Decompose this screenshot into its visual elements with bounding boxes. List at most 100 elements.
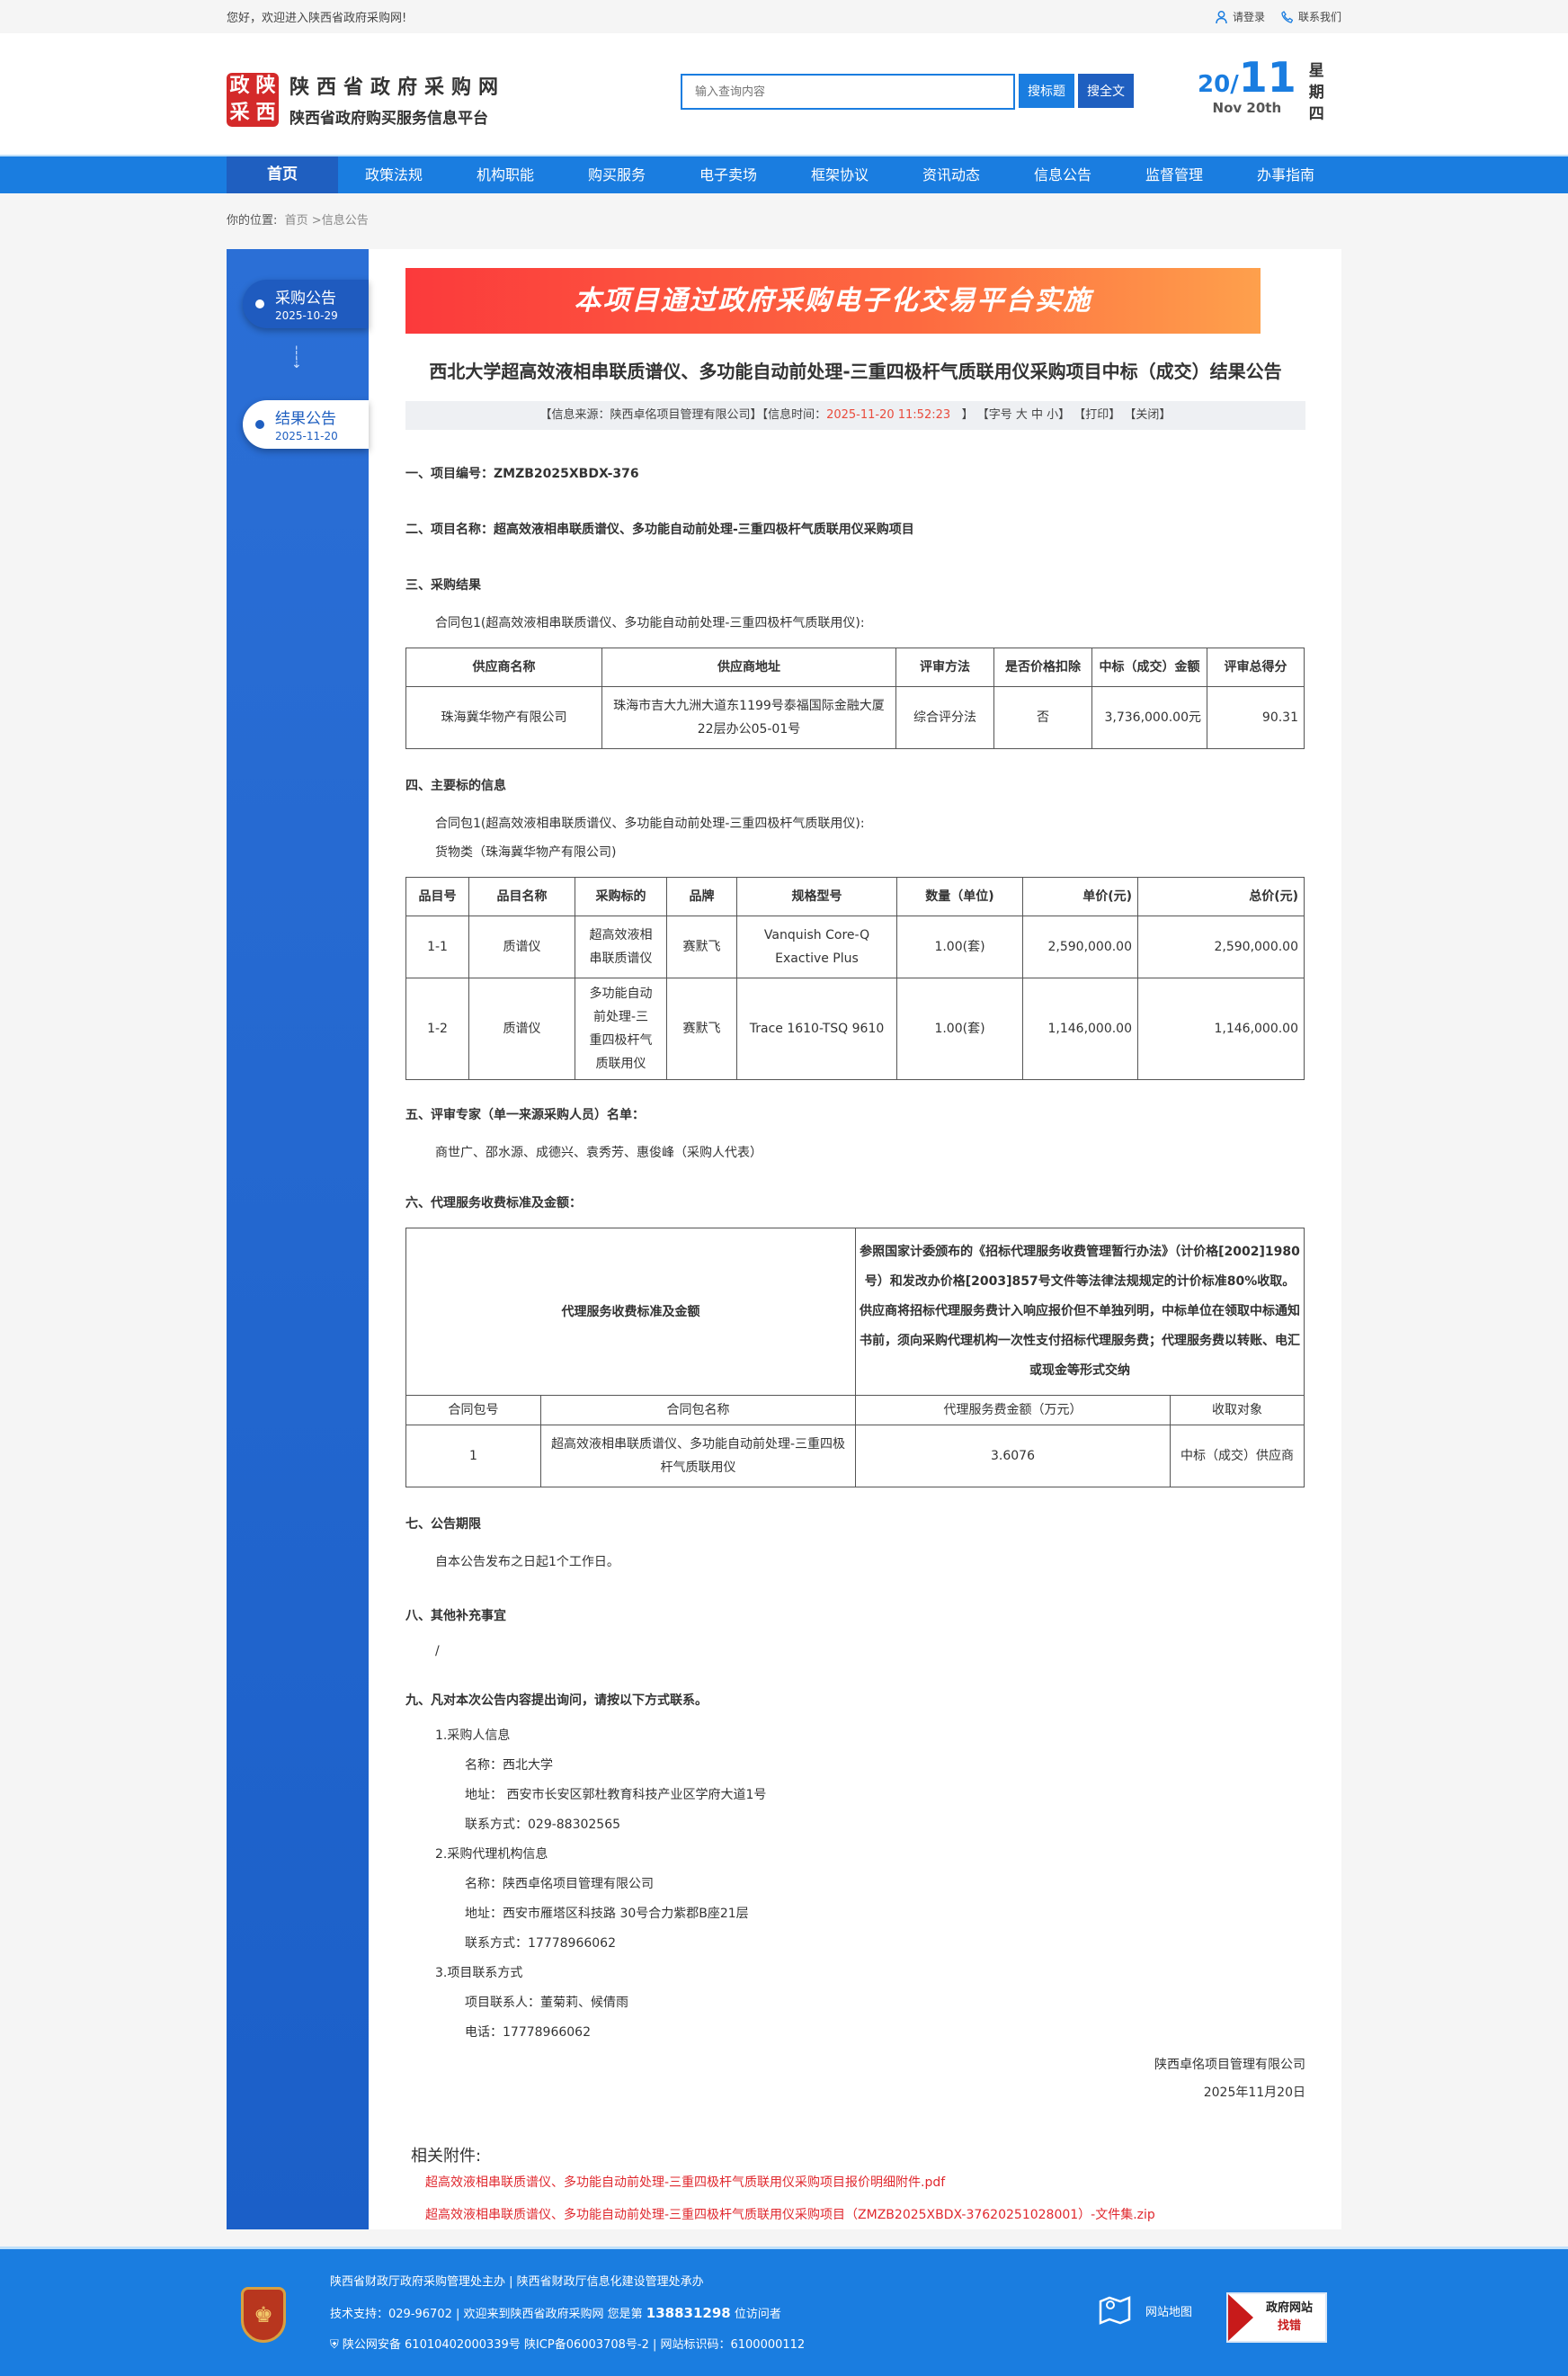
nav-item[interactable]: 机构职能	[476, 166, 534, 183]
section-heading: 四、主要标的信息	[405, 779, 506, 793]
close-button[interactable]: 【关闭】	[1124, 408, 1172, 422]
header-cell: 评审总得分	[1207, 648, 1305, 687]
nav-item[interactable]: 框架协议	[810, 166, 869, 183]
step-date: 2025-10-29	[275, 309, 338, 322]
cell: 1,146,000.00	[1137, 978, 1305, 1080]
header-cell: 品牌	[666, 877, 737, 916]
cell: 1-2	[405, 978, 469, 1080]
attachments-list: 超高效液相串联质谱仪、多功能自动前处理-三重四极杆气质联用仪采购项目报价明细附件…	[405, 2166, 1305, 2231]
cell: 多功能自动前处理-三重四极杆气质联用仪	[575, 978, 667, 1080]
header-cell: 收取对象	[1170, 1395, 1305, 1425]
cell: 质谱仪	[468, 978, 575, 1080]
attachment-link[interactable]: 超高效液相串联质谱仪、多功能自动前处理-三重四极杆气质联用仪采购项目（ZMZB2…	[425, 2208, 1155, 2222]
nav-item[interactable]: 首页	[227, 156, 338, 193]
cell: 否	[993, 686, 1092, 749]
attachment-link[interactable]: 超高效液相串联质谱仪、多功能自动前处理-三重四极杆气质联用仪采购项目报价明细附件…	[425, 2175, 946, 2190]
icp-text[interactable]: 陕公网安备 61010402000339号 陕ICP备06003708号-2 |…	[342, 2338, 806, 2352]
nav-item[interactable]: 监督管理	[1145, 166, 1203, 183]
date-day: 20	[1198, 71, 1231, 98]
badge-line2: 找错	[1277, 2319, 1301, 2333]
header-cell: 品目名称	[468, 877, 575, 916]
info-time: 2025-11-20 11:52:23	[826, 408, 951, 422]
agent-name: 名称：陕西卓佲项目管理有限公司	[465, 1877, 654, 1891]
nav-item[interactable]: 信息公告	[1033, 166, 1091, 183]
section-heading: 六、代理服务收费标准及金额：	[405, 1196, 582, 1210]
contact-info: 1.采购人信息 名称：西北大学 地址： 西安市长安区郭杜教育科技产业区学府大道1…	[405, 1721, 1305, 2048]
breadcrumb: 你的位置: 首页 >信息公告	[227, 193, 1341, 249]
cell: 中标（成交）供应商	[1170, 1425, 1305, 1487]
police-badge-icon: ⛨	[330, 2338, 339, 2352]
badge-line1: 政府网站	[1265, 2301, 1313, 2315]
cell: 2,590,000.00	[1137, 916, 1305, 978]
cell: 参照国家计委颁布的《招标代理服务收费管理暂行办法》（计价格[2002]1980号…	[855, 1228, 1305, 1396]
agent-title: 2.采购代理机构信息	[435, 1847, 548, 1862]
footer-icp: ⛨ 陕公网安备 61010402000339号 陕ICP备06003708号-2…	[330, 2330, 805, 2361]
section-heading: 九、凡对本次公告内容提出询问，请按以下方式联系。	[405, 1693, 708, 1708]
footer-support: 技术支持：029-96702 | 欢迎来到陕西省政府采购网 您是第 138831…	[330, 2298, 805, 2330]
gov-site-error-report[interactable]: 政府网站 找错	[1226, 2292, 1327, 2343]
signature-date: 2025年11月20日	[1203, 2086, 1305, 2100]
breadcrumb-current[interactable]: >信息公告	[307, 214, 369, 228]
attachments-title: 相关附件:	[411, 2147, 482, 2166]
logo-char: 陕	[255, 73, 276, 97]
section-heading: 三、采购结果	[405, 578, 481, 593]
header-cell: 供应商地址	[601, 648, 896, 687]
breadcrumb-home[interactable]: 首页	[284, 214, 308, 228]
sitemap-link[interactable]: 网站地图	[1097, 2292, 1192, 2328]
nav-item[interactable]: 电子卖场	[699, 166, 757, 183]
main-panel: 采购公告 2025-10-29 ┆ ⇣ 结果公告 2025-11-20 本项目通过政府…	[227, 249, 1341, 2229]
header-cell: 代理服务费金额（万元）	[855, 1395, 1171, 1425]
party-emblem-icon: ♚	[241, 2287, 286, 2343]
top-bar: 您好，欢迎进入陕西省政府采购网! 请登录 联系我们	[0, 0, 1568, 33]
search-title-button[interactable]: 搜标题	[1019, 74, 1074, 108]
info-time-end: 】	[961, 408, 974, 422]
package-text: 合同包1(超高效液相串联质谱仪、多功能自动前处理-三重四极杆气质联用仪):	[435, 817, 865, 831]
buyer-title: 1.采购人信息	[435, 1728, 511, 1743]
header-cell: 采购标的	[575, 877, 667, 916]
step-result-notice[interactable]: 结果公告 2025-11-20	[243, 400, 369, 449]
table-header-row: 品目号 品目名称 采购标的 品牌 规格型号 数量（单位) 单价(元) 总价(元)	[405, 877, 1305, 916]
step-title: 采购公告	[275, 290, 336, 308]
goods-type: 货物类（珠海冀华物产有限公司)	[435, 845, 617, 860]
site-logo[interactable]: 政陕采西 陕西省政府采购网 陕西省政府购买服务信息平台	[227, 71, 505, 128]
nav-item[interactable]: 资讯动态	[922, 166, 980, 183]
header-cell: 供应商名称	[405, 648, 602, 687]
nav-item[interactable]: 购买服务	[587, 166, 646, 183]
footer-organizer: 陕西省财政厅政府采购管理处主办 | 陕西省财政厅信息化建设管理处承办	[330, 2275, 704, 2289]
package-text: 合同包1(超高效液相串联质谱仪、多功能自动前处理-三重四极杆气质联用仪):	[435, 616, 865, 630]
date-display: 20/11 Nov 20th 星期四	[1198, 53, 1327, 125]
search-input[interactable]	[681, 74, 1015, 110]
login-link[interactable]: 请登录	[1216, 9, 1265, 24]
buyer-phone: 联系方式：029-88302565	[465, 1818, 621, 1832]
section-heading: 七、公告期限	[405, 1517, 481, 1532]
step-date: 2025-11-20	[275, 430, 338, 442]
project-name: 二、项目名称：超高效液相串联质谱仪、多功能自动前处理-三重四极杆气质联用仪采购项…	[405, 523, 914, 537]
page-title: 西北大学超高效液相串联质谱仪、多功能自动前处理-三重四极杆气质联用仪采购项目中标…	[429, 361, 1282, 382]
dot-icon	[255, 299, 264, 308]
search-fulltext-button[interactable]: 搜全文	[1078, 74, 1134, 108]
cell: Trace 1610-TSQ 9610	[736, 978, 897, 1080]
cell: 3,736,000.00元	[1091, 686, 1207, 749]
header-cell: 规格型号	[736, 877, 897, 916]
header-cell: 合同包名称	[540, 1395, 856, 1425]
site-footer: ♚ 陕西省财政厅政府采购管理处主办 | 陕西省财政厅信息化建设管理处承办 技术支…	[0, 2246, 1568, 2376]
cell: 1,146,000.00	[1022, 978, 1138, 1080]
project-contact-phone: 电话：17778966062	[465, 2025, 591, 2040]
table-row: 珠海冀华物产有限公司 珠海市吉大九洲大道东1199号泰福国际金融大厦22层办公0…	[405, 686, 1305, 749]
font-size-control[interactable]: 【字号 大 中 小】	[976, 408, 1071, 422]
article: 本项目通过政府采购电子化交易平台实施 西北大学超高效液相串联质谱仪、多功能自动前…	[405, 249, 1305, 2231]
nav-item[interactable]: 办事指南	[1256, 166, 1314, 183]
buyer-address: 地址： 西安市长安区郭杜教育科技产业区学府大道1号	[465, 1788, 767, 1802]
contact-link[interactable]: 联系我们	[1281, 9, 1341, 24]
login-label: 请登录	[1232, 11, 1265, 23]
nav-item[interactable]: 政策法规	[364, 166, 423, 183]
project-contact-person: 项目联系人：董菊莉、候倩雨	[465, 1996, 628, 2010]
step-procurement-notice[interactable]: 采购公告 2025-10-29	[243, 280, 369, 328]
step-title: 结果公告	[275, 410, 336, 428]
timeline-sidebar: 采购公告 2025-10-29 ┆ ⇣ 结果公告 2025-11-20	[227, 249, 369, 2229]
header-cell: 评审方法	[895, 648, 994, 687]
project-number: 一、项目编号：ZMZB2025XBDX-376	[405, 467, 639, 481]
print-button[interactable]: 【打印】	[1074, 408, 1121, 422]
cell: Vanquish Core-Q Exactive Plus	[736, 916, 897, 978]
header-cell: 单价(元)	[1022, 877, 1138, 916]
